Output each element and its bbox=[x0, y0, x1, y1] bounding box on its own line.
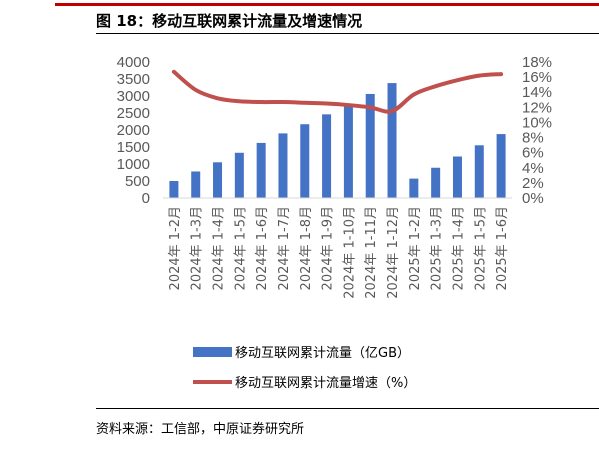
bar bbox=[496, 134, 506, 198]
right-axis-tick-label: 2% bbox=[522, 175, 544, 192]
bar bbox=[343, 104, 353, 198]
bar bbox=[474, 145, 484, 198]
bar bbox=[365, 93, 375, 198]
right-axis-tick-label: 0% bbox=[522, 190, 544, 207]
bar bbox=[431, 167, 441, 198]
right-axis-tick-label: 12% bbox=[522, 99, 552, 116]
source-note: 资料来源：工信部，中原证券研究所 bbox=[96, 422, 305, 437]
top-accent-rule bbox=[55, 3, 599, 6]
left-axis-tick-label: 2000 bbox=[117, 122, 150, 139]
bar bbox=[191, 171, 201, 198]
bar bbox=[409, 178, 419, 198]
x-axis-tick-label: 2024年 1-4月 bbox=[212, 206, 227, 290]
x-axis-tick-label: 2025年 1-2月 bbox=[408, 206, 423, 290]
bar bbox=[278, 133, 288, 198]
bar-series bbox=[169, 83, 506, 198]
x-axis-tick-label: 2025年 1-5月 bbox=[473, 206, 488, 290]
x-axis-tick-label: 2024年 1-9月 bbox=[321, 206, 336, 290]
x-axis-tick-label: 2024年 1-8月 bbox=[299, 206, 314, 290]
right-axis-tick-label: 10% bbox=[522, 114, 552, 131]
bar bbox=[213, 162, 223, 198]
x-axis-tick-label: 2024年 1-3月 bbox=[190, 206, 205, 290]
left-axis-tick-label: 4000 bbox=[117, 54, 150, 71]
right-axis-tick-label: 8% bbox=[522, 130, 544, 147]
left-axis-tick-label: 1500 bbox=[117, 139, 150, 156]
x-axis-tick-label: 2025年 1-4月 bbox=[451, 206, 466, 290]
bar bbox=[256, 142, 266, 198]
left-axis-tick-label: 1000 bbox=[117, 156, 150, 173]
left-axis-tick-label: 2500 bbox=[117, 105, 150, 122]
x-axis-tick-label: 2025年 1-3月 bbox=[430, 206, 445, 290]
legend: 移动互联网累计流量（亿GB） 移动互联网累计流量增速（%） bbox=[193, 346, 416, 391]
bar bbox=[387, 83, 397, 198]
source-divider bbox=[96, 408, 599, 409]
bar bbox=[234, 152, 244, 198]
bar bbox=[300, 124, 310, 198]
right-axis-ticks: 18%16%14%12%10%8%6%4%2%0% bbox=[522, 54, 552, 207]
figure-title: 图 18：移动互联网累计流量及增速情况 bbox=[96, 12, 363, 30]
x-axis-tick-label: 2024年 1-10月 bbox=[342, 206, 357, 299]
right-axis-tick-label: 16% bbox=[522, 69, 552, 86]
x-axis-tick-label: 2024年 1-2月 bbox=[168, 206, 183, 290]
x-axis-ticks: 2024年 1-2月 2024年 1-3月 2024年 1-4月 2024年 1-5月… bbox=[168, 206, 510, 299]
bar bbox=[169, 181, 179, 198]
x-axis-tick-label: 2024年 1-5月 bbox=[233, 206, 248, 290]
x-axis-tick-label: 2024年 1-6月 bbox=[255, 206, 270, 290]
right-axis-tick-label: 4% bbox=[522, 160, 544, 177]
left-axis-tick-label: 0 bbox=[142, 190, 150, 207]
right-axis-tick-label: 6% bbox=[522, 145, 544, 162]
legend-line-label: 移动互联网累计流量增速（%） bbox=[235, 376, 416, 391]
x-axis-tick-label: 2025年 1-6月 bbox=[495, 206, 510, 290]
x-axis-tick-label: 2024年 1-12月 bbox=[386, 206, 401, 299]
right-axis-tick-label: 18% bbox=[522, 54, 552, 71]
right-axis-tick-label: 14% bbox=[522, 84, 552, 101]
x-axis-tick-label: 2024年 1-11月 bbox=[364, 206, 379, 299]
bar bbox=[452, 156, 462, 198]
x-axis-tick-label: 2024年 1-7月 bbox=[277, 206, 292, 290]
left-axis-tick-label: 500 bbox=[125, 173, 150, 190]
growth-line bbox=[171, 69, 504, 114]
legend-bar-label: 移动互联网累计流量（亿GB） bbox=[235, 346, 410, 361]
legend-bar-swatch bbox=[193, 347, 232, 357]
left-axis-tick-label: 3500 bbox=[117, 71, 150, 88]
left-axis-tick-label: 3000 bbox=[117, 88, 150, 105]
title-divider bbox=[96, 33, 599, 34]
bar bbox=[322, 114, 332, 198]
